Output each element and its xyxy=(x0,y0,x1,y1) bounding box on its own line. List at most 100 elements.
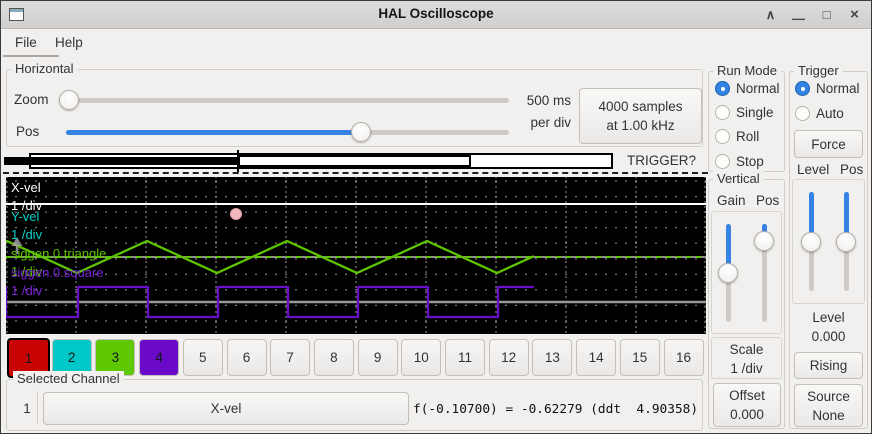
radio-icon[interactable] xyxy=(795,106,810,121)
record-acquired-bar xyxy=(4,157,238,165)
slider-fill xyxy=(725,224,731,275)
channel-button-15[interactable]: 15 xyxy=(619,339,660,376)
trigger-source-button[interactable]: Source None xyxy=(794,384,863,427)
slider-track[interactable] xyxy=(761,224,767,322)
scope-label-ch2-name: Y-vel xyxy=(11,209,40,224)
slider-handle[interactable] xyxy=(350,122,371,142)
radio-icon[interactable] xyxy=(715,154,730,169)
trigger-pos-label: Pos xyxy=(840,162,864,177)
window-title: HAL Oscilloscope xyxy=(378,6,494,21)
vertical-scale-frame xyxy=(711,337,782,379)
menu-file-underline xyxy=(3,55,59,57)
slider-handle[interactable] xyxy=(801,232,821,253)
menubar: File Help xyxy=(1,29,871,57)
scope-label-ch3-name: siggen.0.triangle xyxy=(11,246,107,261)
trigger-question-label: TRIGGER? xyxy=(627,153,697,168)
selected-channel-title: Selected Channel xyxy=(13,371,124,386)
trigger-level-value: 0.000 xyxy=(811,329,846,344)
radio-icon[interactable] xyxy=(715,105,730,120)
scope-canvas[interactable] xyxy=(6,177,706,334)
trigger-edge-button[interactable]: Rising xyxy=(794,352,863,379)
close-button[interactable]: × xyxy=(850,6,859,23)
selected-channel-group: Selected Channel xyxy=(6,371,703,431)
run-mode-single[interactable]: Single xyxy=(715,105,774,120)
scope-focus-separator xyxy=(3,172,708,174)
trigger-level-label: Level xyxy=(797,162,830,177)
horizontal-pos-slider[interactable] xyxy=(56,122,519,142)
channel-button-14[interactable]: 14 xyxy=(576,339,617,376)
slider-handle[interactable] xyxy=(58,90,79,110)
radio-icon[interactable] xyxy=(715,129,730,144)
trigger-level-arrow-icon xyxy=(11,237,23,254)
vertical-gain-slider[interactable] xyxy=(718,214,738,332)
channel-button-10[interactable]: 10 xyxy=(401,339,442,376)
channel-button-9[interactable]: 9 xyxy=(357,339,398,376)
slider-track[interactable] xyxy=(59,97,509,103)
scope-label-ch1-scale: 1 /div xyxy=(11,198,43,213)
trace-siggen.0.triangle xyxy=(6,239,535,275)
radio-icon[interactable] xyxy=(795,81,810,96)
maximize-button[interactable]: □ xyxy=(822,7,831,22)
samples-line2: at 1.00 kHz xyxy=(606,118,675,133)
slider-handle[interactable] xyxy=(836,232,856,253)
vertical-scale-value: 1 /div xyxy=(730,361,763,376)
trigger-level-caption: Level xyxy=(812,310,845,325)
channel-button-7[interactable]: 7 xyxy=(270,339,311,376)
probe-marker[interactable] xyxy=(230,208,242,220)
channel-button-5[interactable]: 5 xyxy=(182,339,223,376)
radio-icon[interactable] xyxy=(715,81,730,96)
run-mode-stop[interactable]: Stop xyxy=(715,154,764,169)
horizontal-group: Horizontal xyxy=(6,61,703,147)
scope-label-ch3-scale: 1 /div xyxy=(11,264,43,279)
record-pretrigger-outline xyxy=(238,155,471,167)
trigger-group: Trigger xyxy=(789,63,868,429)
menu-file[interactable]: File xyxy=(15,35,37,50)
horizontal-zoom-slider[interactable] xyxy=(49,90,519,110)
run-mode-roll-label: Roll xyxy=(736,129,760,144)
trigger-normal[interactable]: Normal xyxy=(795,81,860,96)
trigger-pos-slider[interactable] xyxy=(836,182,856,301)
vertical-offset-value: 0.000 xyxy=(730,407,764,422)
vertical-pos-slider[interactable] xyxy=(754,214,774,332)
scope-label-ch4-name: siggen.0.square xyxy=(11,265,104,280)
titlebar[interactable]: HAL Oscilloscope ∧ — □ × xyxy=(1,1,871,29)
channel-button-16[interactable]: 16 xyxy=(663,339,704,376)
run-mode-normal[interactable]: Normal xyxy=(715,81,780,96)
run-mode-stop-label: Stop xyxy=(736,154,764,169)
vertical-group: Vertical xyxy=(708,171,785,429)
channel-button-3[interactable]: 3 xyxy=(95,339,136,376)
channel-button-6[interactable]: 6 xyxy=(226,339,267,376)
samples-button[interactable]: 4000 samples at 1.00 kHz xyxy=(579,88,702,144)
trigger-auto-label: Auto xyxy=(816,106,844,121)
menu-help[interactable]: Help xyxy=(55,35,83,50)
shade-button[interactable]: ∧ xyxy=(765,6,776,22)
channel-button-13[interactable]: 13 xyxy=(532,339,573,376)
minimize-button[interactable]: — xyxy=(792,11,805,26)
run-mode-single-label: Single xyxy=(736,105,774,120)
pos-label: Pos xyxy=(16,124,40,139)
channel-source-button[interactable]: X-vel xyxy=(43,392,409,425)
slider-fill xyxy=(843,192,849,245)
trigger-auto[interactable]: Auto xyxy=(795,106,844,121)
channel-button-8[interactable]: 8 xyxy=(313,339,354,376)
trigger-slider-frame xyxy=(792,179,865,304)
force-button[interactable]: Force xyxy=(794,130,863,158)
channel-value-readout: f(-0.10700) = -0.62279 (ddt 4.90358) xyxy=(413,402,699,417)
channel-button-12[interactable]: 12 xyxy=(488,339,529,376)
vertical-offset-button[interactable]: Offset 0.000 xyxy=(713,383,781,427)
channel-button-11[interactable]: 11 xyxy=(445,339,485,376)
horizontal-group-title: Horizontal xyxy=(11,61,78,76)
channel-button-4[interactable]: 4 xyxy=(139,339,180,376)
trigger-source-value: None xyxy=(812,407,845,423)
slider-handle[interactable] xyxy=(718,263,738,283)
trace-siggen.0.square xyxy=(6,285,535,319)
slider-fill xyxy=(66,129,363,135)
run-mode-roll[interactable]: Roll xyxy=(715,129,759,144)
vertical-offset-label: Offset xyxy=(729,388,765,403)
run-mode-title: Run Mode xyxy=(713,63,781,78)
scope-display[interactable]: X-vel 1 /div Y-vel 1 /div siggen.0.triangle 1… xyxy=(6,177,706,334)
slider-handle[interactable] xyxy=(754,230,774,251)
per-div-line1: 500 ms xyxy=(526,93,571,108)
trigger-level-slider[interactable] xyxy=(801,182,821,301)
